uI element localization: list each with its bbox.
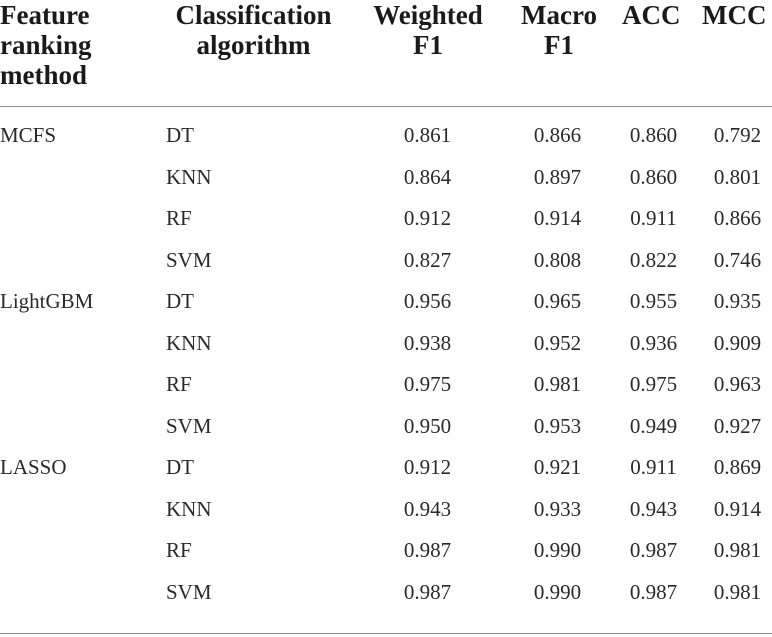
- mcc-cell: 0.981: [713, 538, 762, 562]
- classification-algorithm-cell: KNN: [166, 330, 212, 355]
- weighted-f1-cell: 0.975: [403, 372, 452, 396]
- classification-algorithm-cell: RF: [166, 206, 192, 230]
- acc-cell: 0.987: [629, 538, 678, 562]
- weighted-f1-cell: 0.956: [403, 289, 452, 313]
- weighted-f1-cell: 0.987: [403, 538, 452, 562]
- header-mcc: MCC: [702, 0, 767, 30]
- header-macro-f1: Macro F1: [521, 0, 597, 60]
- table-body: MCFS DT 0.861 0.866 0.860 0.792 KNN 0.864 0.897 0…: [0, 122, 772, 620]
- mcc-cell: 0.981: [713, 579, 762, 604]
- mcc-cell: 0.927: [713, 413, 762, 438]
- mcc-cell: 0.792: [713, 123, 762, 147]
- weighted-f1-cell: 0.827: [403, 247, 452, 272]
- acc-cell: 0.860: [629, 123, 678, 147]
- feature-ranking-method-cell: LASSO: [0, 455, 67, 479]
- table-row: RF 0.912 0.914 0.911 0.866: [0, 205, 772, 247]
- macro-f1-cell: 0.981: [533, 372, 582, 396]
- header-acc: ACC: [622, 0, 681, 30]
- header-weighted-f1: Weighted F1: [373, 0, 483, 60]
- acc-cell: 0.955: [629, 289, 678, 313]
- acc-cell: 0.943: [629, 496, 678, 521]
- mcc-cell: 0.869: [713, 455, 762, 479]
- weighted-f1-cell: 0.987: [403, 579, 452, 604]
- classification-algorithm-cell: RF: [166, 538, 192, 562]
- header-feature-ranking-method: Feature ranking method: [0, 0, 92, 90]
- weighted-f1-cell: 0.861: [403, 123, 452, 147]
- classification-algorithm-cell: SVM: [166, 579, 212, 604]
- classification-algorithm-cell: RF: [166, 372, 192, 396]
- table-row: KNN 0.864 0.897 0.860 0.801: [0, 164, 772, 206]
- acc-cell: 0.936: [629, 330, 678, 355]
- macro-f1-cell: 0.990: [533, 579, 582, 604]
- table-row: SVM 0.950 0.953 0.949 0.927: [0, 413, 772, 455]
- mcc-cell: 0.746: [713, 247, 762, 272]
- macro-f1-cell: 0.897: [533, 164, 582, 189]
- macro-f1-cell: 0.921: [533, 455, 582, 479]
- mcc-cell: 0.866: [713, 206, 762, 230]
- acc-cell: 0.949: [629, 413, 678, 438]
- table-row: RF 0.987 0.990 0.987 0.981: [0, 537, 772, 579]
- classification-algorithm-cell: KNN: [166, 164, 212, 189]
- weighted-f1-cell: 0.864: [403, 164, 452, 189]
- macro-f1-cell: 0.808: [533, 247, 582, 272]
- weighted-f1-cell: 0.912: [403, 455, 452, 479]
- acc-cell: 0.822: [629, 247, 678, 272]
- mcc-cell: 0.935: [713, 289, 762, 313]
- mcc-cell: 0.914: [713, 496, 762, 521]
- table-row: SVM 0.987 0.990 0.987 0.981: [0, 579, 772, 621]
- classification-algorithm-cell: KNN: [166, 496, 212, 521]
- macro-f1-cell: 0.965: [533, 289, 582, 313]
- table-row: SVM 0.827 0.808 0.822 0.746: [0, 247, 772, 289]
- macro-f1-cell: 0.933: [533, 496, 582, 521]
- table-row: MCFS DT 0.861 0.866 0.860 0.792: [0, 122, 772, 164]
- table-row: KNN 0.938 0.952 0.936 0.909: [0, 330, 772, 372]
- macro-f1-cell: 0.953: [533, 413, 582, 438]
- table-row: LASSO DT 0.912 0.921 0.911 0.869: [0, 454, 772, 496]
- acc-cell: 0.975: [629, 372, 678, 396]
- weighted-f1-cell: 0.943: [403, 496, 452, 521]
- header-divider: [0, 106, 772, 107]
- acc-cell: 0.911: [630, 206, 677, 230]
- feature-ranking-method-cell: LightGBM: [0, 289, 94, 313]
- table-row: KNN 0.943 0.933 0.943 0.914: [0, 496, 772, 538]
- acc-cell: 0.987: [629, 579, 678, 604]
- classification-algorithm-cell: DT: [166, 289, 194, 313]
- macro-f1-cell: 0.952: [533, 330, 582, 355]
- weighted-f1-cell: 0.950: [403, 413, 452, 438]
- header-classification-algorithm: Classification algorithm: [175, 0, 332, 60]
- mcc-cell: 0.909: [713, 330, 762, 355]
- weighted-f1-cell: 0.912: [403, 206, 452, 230]
- table-bottom-rule: [0, 633, 772, 634]
- weighted-f1-cell: 0.938: [403, 330, 452, 355]
- classification-algorithm-cell: SVM: [166, 247, 212, 272]
- table-row: LightGBM DT 0.956 0.965 0.955 0.935: [0, 288, 772, 330]
- classification-algorithm-cell: DT: [166, 455, 194, 479]
- table-row: RF 0.975 0.981 0.975 0.963: [0, 371, 772, 413]
- acc-cell: 0.860: [629, 164, 678, 189]
- mcc-cell: 0.963: [713, 372, 762, 396]
- classification-algorithm-cell: DT: [166, 123, 194, 147]
- acc-cell: 0.911: [630, 455, 677, 479]
- macro-f1-cell: 0.990: [533, 538, 582, 562]
- feature-ranking-method-cell: MCFS: [0, 123, 57, 147]
- classification-algorithm-cell: SVM: [166, 413, 212, 438]
- mcc-cell: 0.801: [713, 164, 762, 189]
- table-header: Feature ranking method Classification al…: [0, 0, 772, 105]
- macro-f1-cell: 0.866: [533, 123, 582, 147]
- macro-f1-cell: 0.914: [533, 206, 582, 230]
